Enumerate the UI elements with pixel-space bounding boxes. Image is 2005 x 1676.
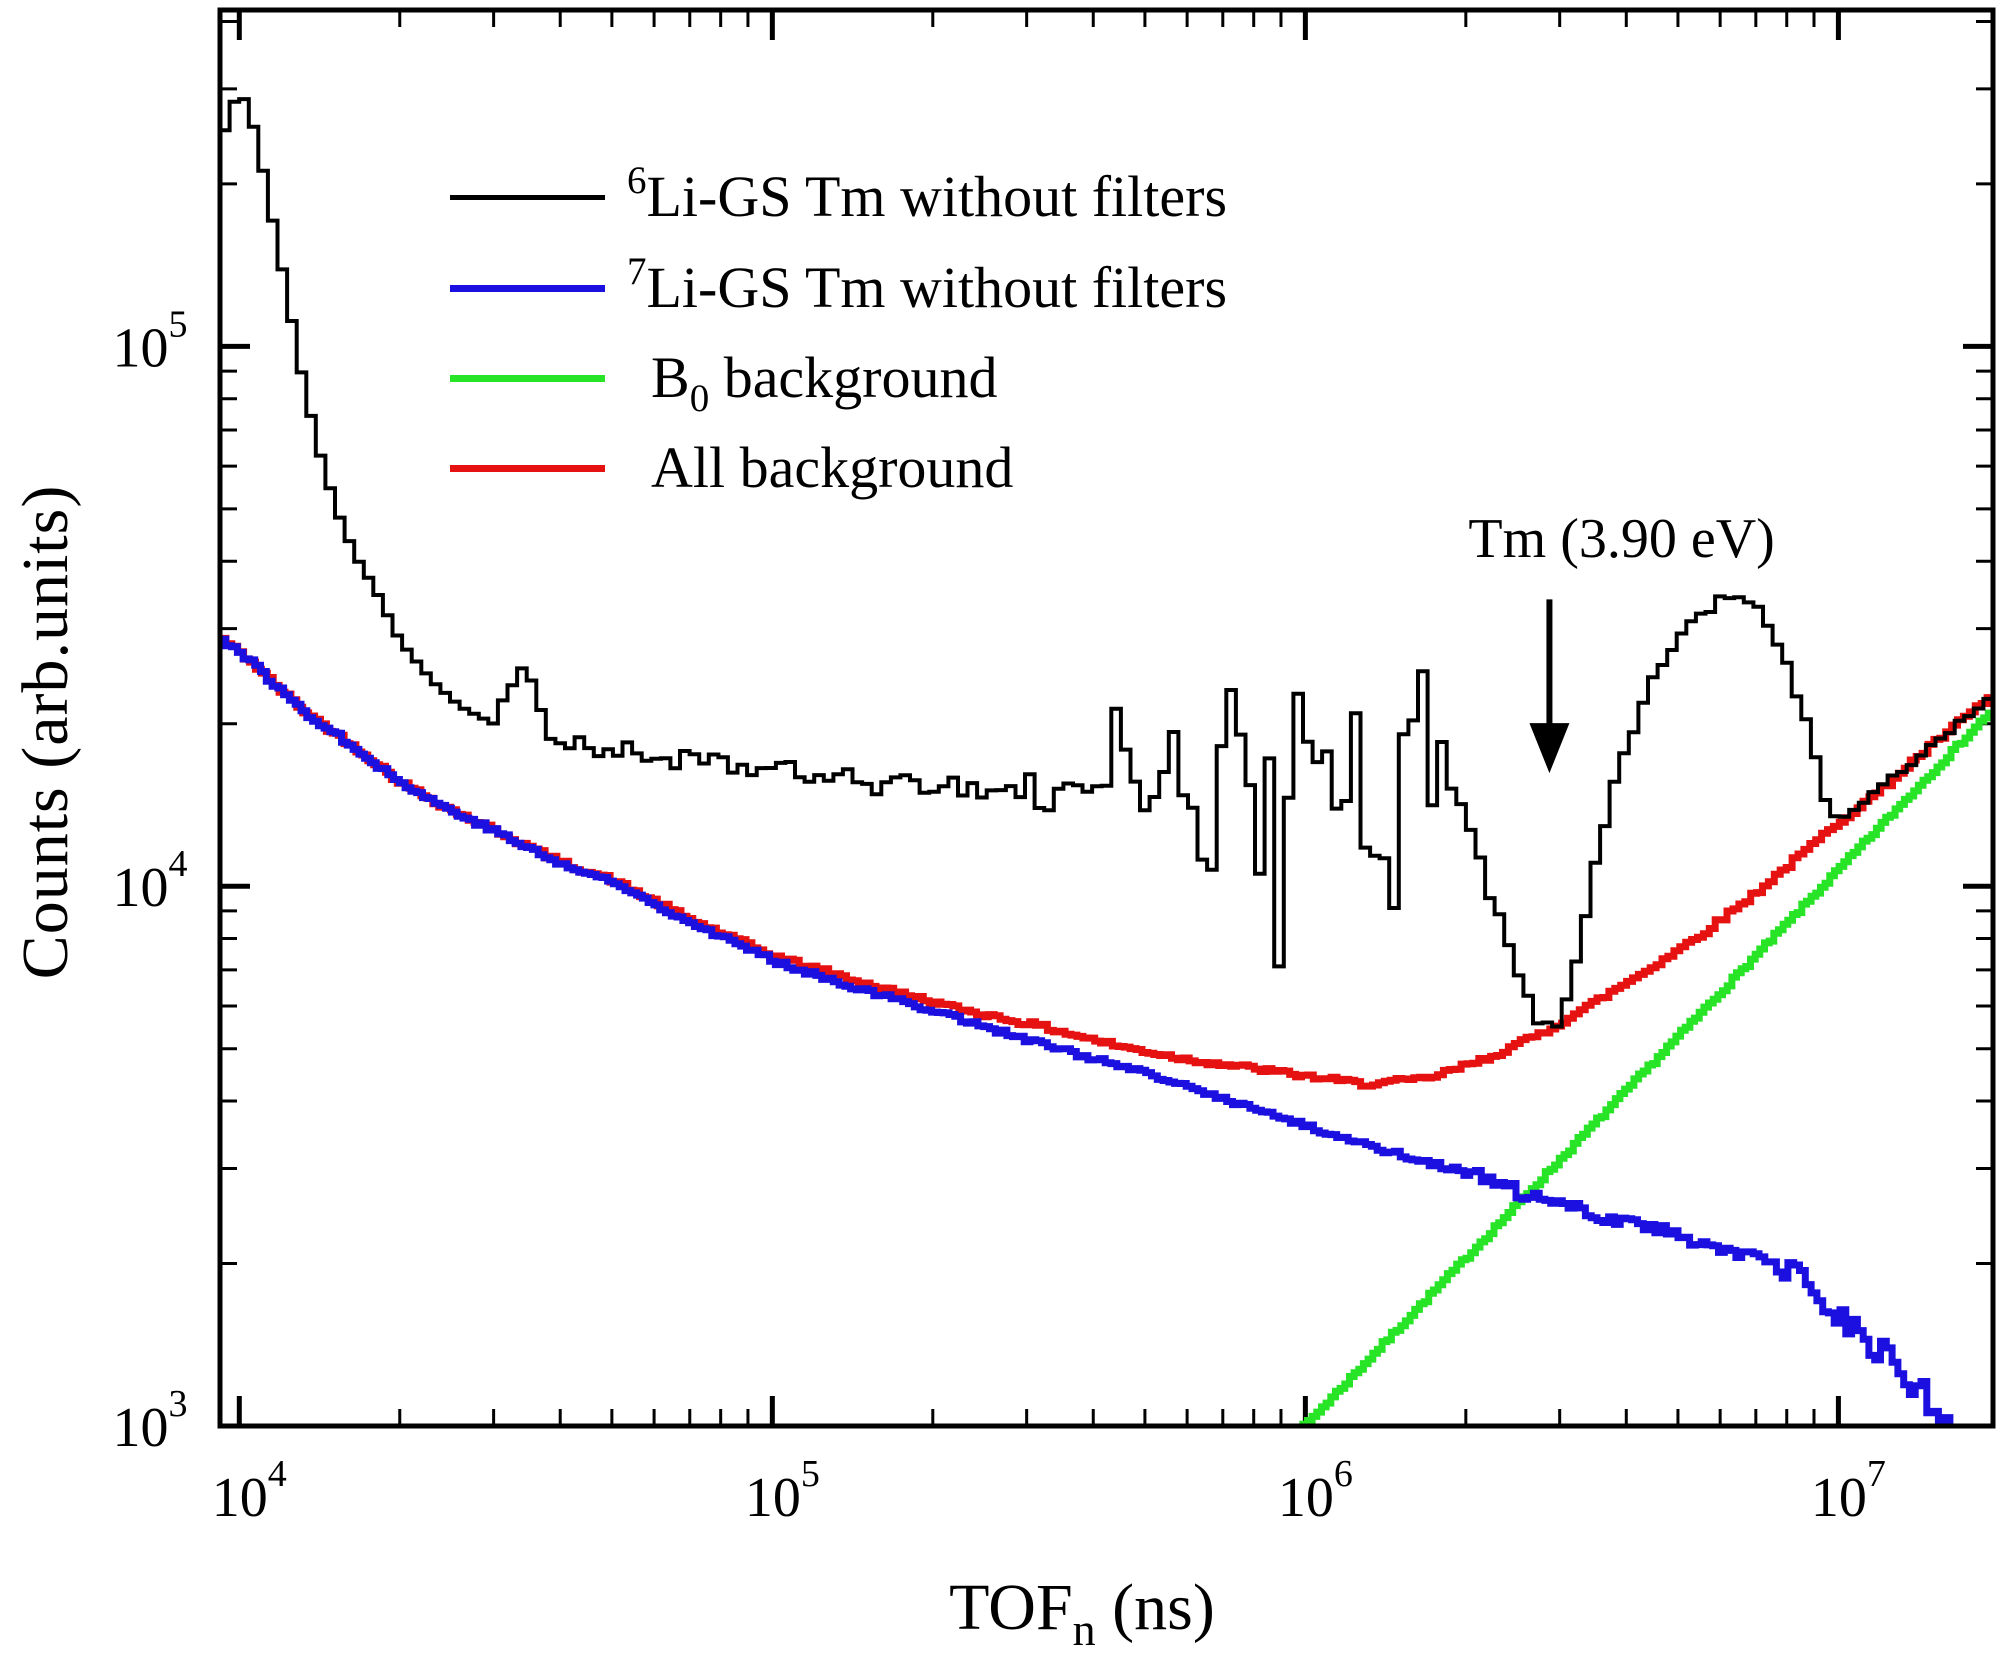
series-curve-all-background (220, 634, 1993, 1090)
axis-ticks (220, 10, 1993, 1429)
series-curve-b0-background (1299, 709, 1993, 1426)
plot-frame (217, 7, 1996, 1429)
x-tick-label-1e7: 107 (1811, 1453, 1886, 1529)
y-axis-title: Counts (arb.units) (9, 484, 82, 980)
x-tick-label-1e5: 105 (745, 1453, 820, 1529)
y-tick-label-1e5: 105 (113, 303, 188, 379)
x-axis-title-segment: (ns) (1095, 1571, 1215, 1644)
series-curve-7li-gs-tm-without-filters (220, 635, 1954, 1426)
x-axis-title-segment: TOF (949, 1571, 1073, 1644)
tm-annotation-label: Tm (3.90 eV) (1468, 507, 1775, 570)
x-axis-title-segment: n (1072, 1604, 1096, 1655)
x-tick-label-1e6: 106 (1278, 1453, 1353, 1529)
curves (220, 97, 1993, 1426)
tm-arrow-head (1529, 723, 1570, 774)
y-tick-label-1e4: 104 (113, 843, 188, 919)
y-tick-label-1e3: 103 (113, 1383, 188, 1459)
tm-arrow (1529, 599, 1570, 774)
series-curve-6li-gs-tm-without-filters (220, 97, 1993, 1029)
x-tick-label-1e4: 104 (212, 1453, 287, 1529)
tick-labels: 104 105 106 107 103 104 105 (113, 303, 1886, 1529)
x-axis-title: TOFn (ns) (949, 1570, 1215, 1655)
